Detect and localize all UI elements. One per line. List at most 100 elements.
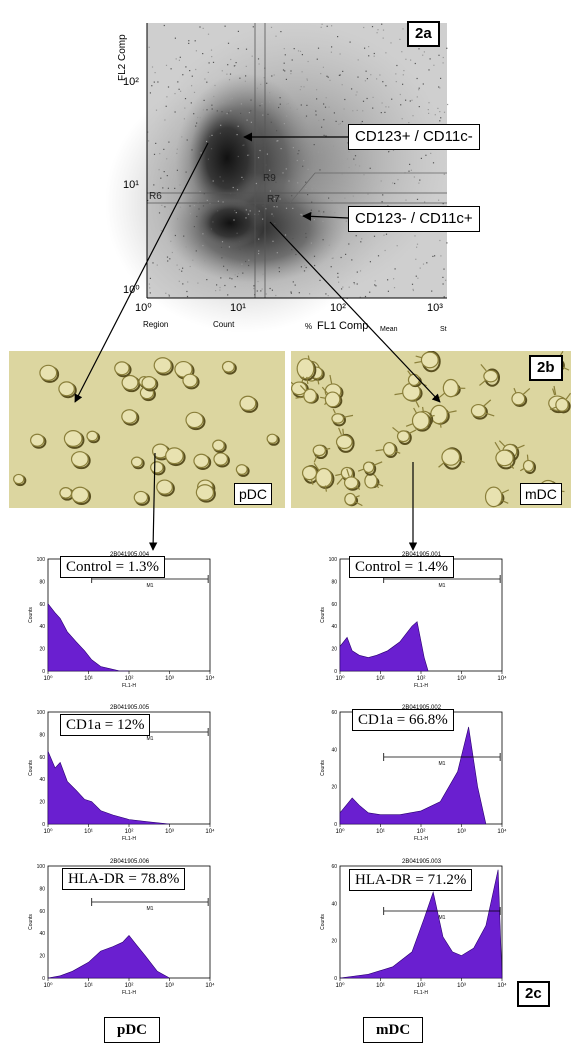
scatter-point — [293, 48, 295, 50]
scatter-point — [415, 258, 417, 260]
scatter-point — [211, 134, 213, 136]
scatter-point — [195, 250, 197, 252]
scatter-point — [446, 242, 448, 244]
scatter-point — [375, 285, 377, 287]
scatter-point — [433, 64, 435, 66]
scatter-point — [177, 218, 179, 220]
scatter-point — [305, 181, 307, 183]
scatter-point — [416, 246, 418, 248]
scatter-point — [280, 148, 282, 150]
scatter-point — [382, 194, 384, 196]
scatter-point — [278, 267, 280, 269]
scatter-point — [188, 40, 190, 42]
scatter-point — [163, 24, 165, 27]
scatter-point — [187, 281, 189, 283]
scatter-point — [338, 123, 340, 125]
scatter-point — [325, 293, 327, 295]
scatter-point — [324, 106, 327, 108]
scatter-point — [178, 88, 180, 90]
scatter-point — [204, 260, 206, 262]
scatter-point — [245, 209, 247, 211]
scatter-point — [394, 182, 396, 185]
cell — [470, 399, 495, 420]
scatter-point — [297, 182, 299, 184]
x-axis-label: FL1-H — [414, 836, 428, 842]
scatter-point — [320, 73, 322, 75]
scatter-point — [321, 23, 323, 25]
scatter-point — [221, 70, 223, 72]
x-tick-label: 10² — [125, 676, 134, 682]
scatter-point — [202, 109, 204, 111]
scatter-point — [307, 194, 309, 196]
y-tick-label: 80 — [39, 886, 45, 892]
scatter-point — [360, 241, 362, 243]
scatter-point — [344, 197, 346, 199]
scatter-point — [385, 52, 387, 54]
scatter-point — [189, 265, 191, 268]
scatter-point — [191, 149, 193, 151]
scatter-point — [164, 119, 166, 121]
scatter-point — [439, 120, 441, 122]
scatter-point — [237, 125, 239, 127]
scatter-point — [184, 98, 187, 100]
scatter-point — [220, 246, 223, 248]
scatter-point — [400, 104, 402, 106]
scatter-point — [255, 182, 257, 185]
scatter-point — [284, 70, 286, 72]
scatter-point — [211, 56, 213, 58]
scatter-point — [335, 120, 337, 122]
scatter-point — [345, 220, 347, 222]
y-tick-label: 60 — [39, 909, 45, 915]
scatter-point — [414, 235, 416, 237]
scatter-point — [367, 193, 369, 195]
scatter-point — [353, 283, 356, 285]
scatter-point — [355, 235, 357, 237]
x-axis-label: FL1-H — [122, 990, 136, 996]
scatter-point — [432, 255, 434, 257]
scatter-point — [327, 295, 329, 297]
scatter-point — [301, 71, 303, 73]
x-axis-label: FL1-H — [122, 836, 136, 842]
scatter-point — [283, 123, 285, 125]
scatter-point — [349, 41, 351, 43]
scatter-point — [239, 77, 241, 79]
scatter-point — [344, 98, 346, 101]
scatter-point — [220, 124, 222, 126]
scatter-point — [362, 110, 364, 112]
y-tick-label: 0 — [334, 976, 337, 982]
scatter-point — [376, 78, 378, 80]
scatter-point — [245, 75, 247, 77]
scatter-point — [362, 100, 365, 102]
scatter-point — [396, 245, 398, 247]
x-tick-label: 10³ — [457, 829, 466, 835]
scatter-point — [313, 219, 315, 221]
scatter-point — [217, 200, 219, 202]
scatter-point — [420, 157, 422, 159]
y-tick-label: 10⁰ — [123, 284, 140, 296]
y-tick-label: 40 — [39, 624, 45, 630]
scatter-point — [291, 195, 293, 197]
scatter-point — [244, 80, 246, 82]
scatter-point — [356, 283, 358, 285]
scatter-point — [311, 188, 313, 190]
scatter-point — [443, 268, 445, 270]
scatter-point — [276, 252, 278, 254]
y-tick-label: 100 — [37, 557, 46, 563]
scatter-point — [192, 259, 194, 261]
scatter-point — [230, 58, 232, 61]
scatter-point — [248, 259, 250, 261]
scatter-point — [419, 267, 421, 269]
y-tick-label: 60 — [331, 602, 337, 608]
scatter-point — [369, 261, 371, 263]
scatter-point — [191, 75, 193, 77]
scatter-point — [174, 234, 176, 237]
scatter-point — [282, 69, 285, 71]
scatter-point — [200, 152, 202, 154]
cell — [344, 492, 363, 507]
x-tick-label: 10³ — [165, 983, 174, 989]
scatter-point — [305, 188, 307, 190]
scatter-point — [188, 42, 190, 44]
cell — [494, 441, 516, 470]
scatter-point — [410, 169, 412, 171]
scatter-point — [199, 190, 201, 193]
